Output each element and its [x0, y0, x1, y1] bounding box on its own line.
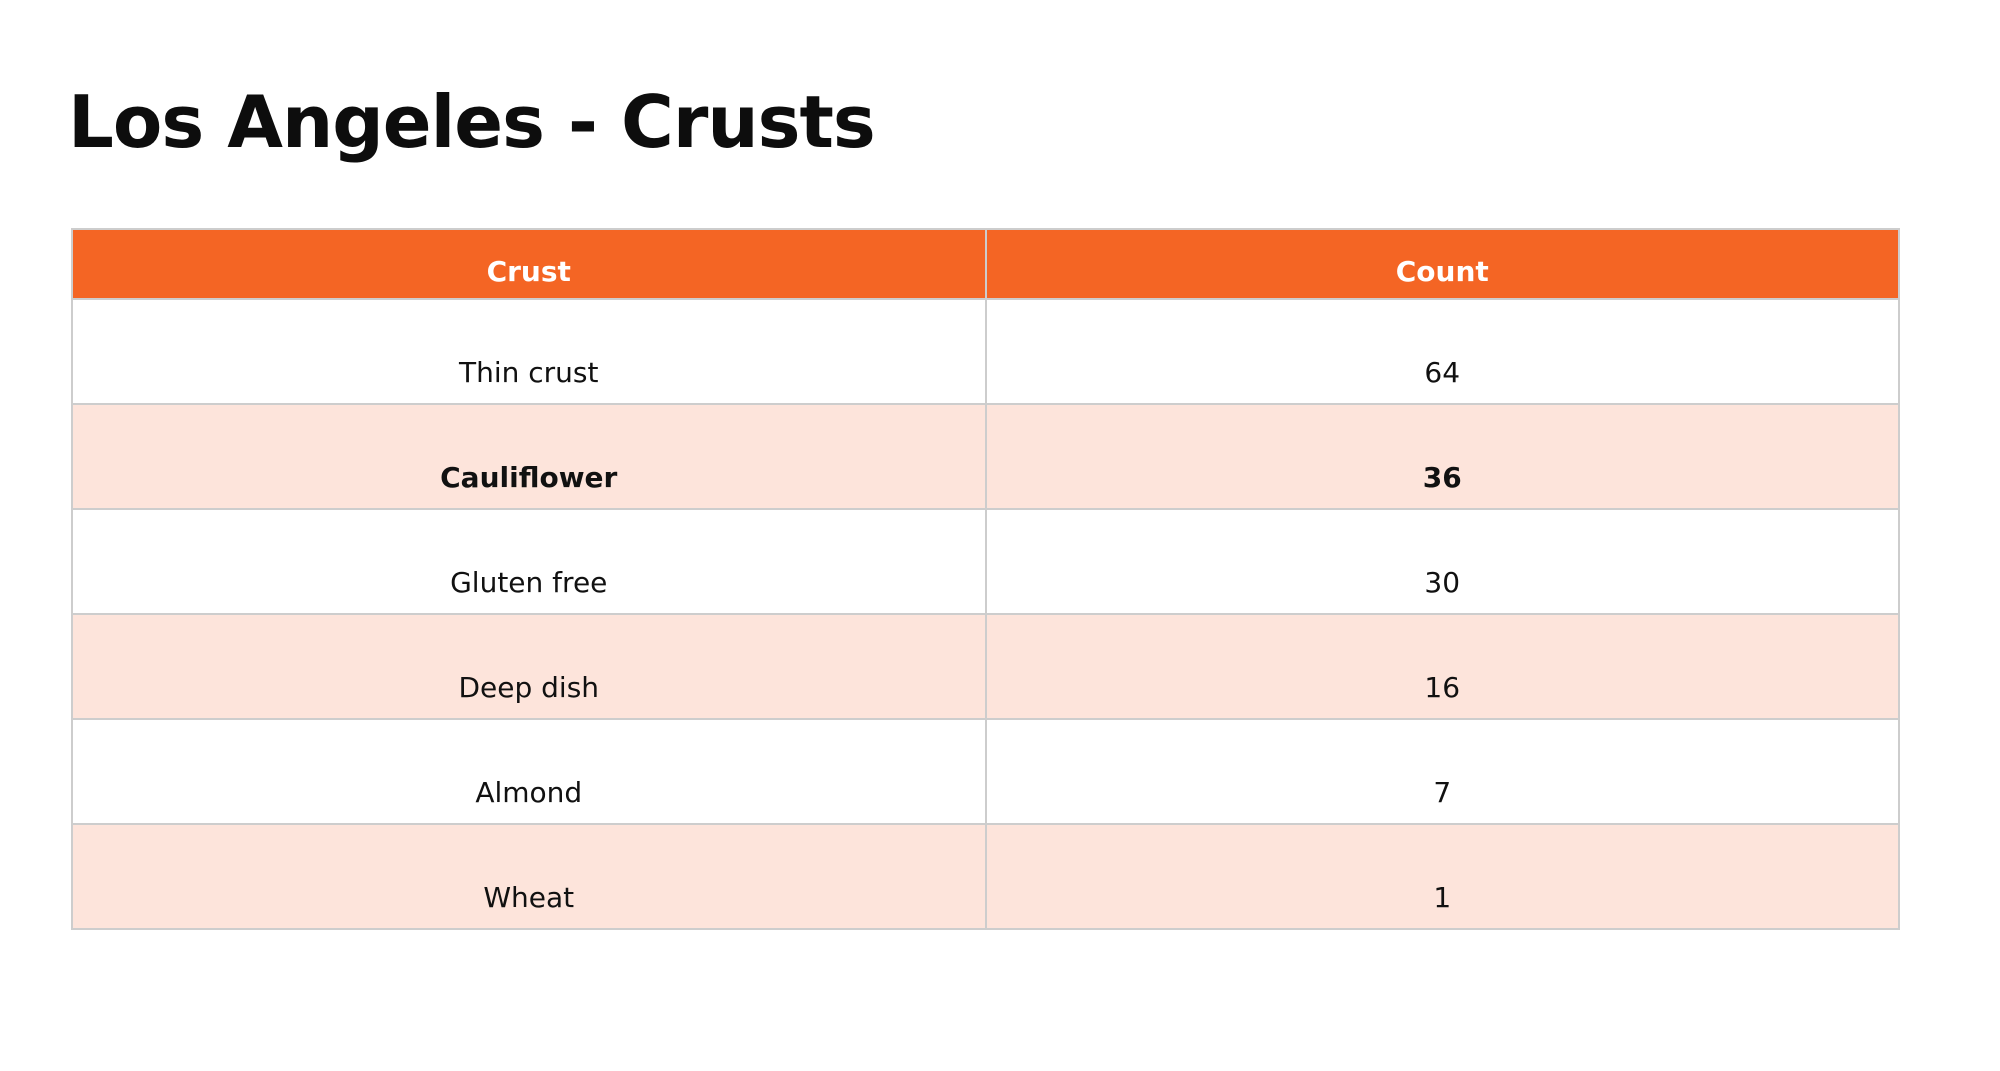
- crust-cell: Deep dish: [71, 613, 987, 720]
- column-header-crust: Crust: [71, 228, 987, 300]
- column-header-count: Count: [984, 228, 1900, 300]
- count-cell: 36: [984, 403, 1900, 510]
- table-row: Almond 7: [71, 718, 1900, 825]
- crust-count-table: Crust Count Thin crust 64 Cauliflower 36…: [71, 228, 1900, 930]
- table-row: Deep dish 16: [71, 613, 1900, 720]
- count-cell: 30: [984, 508, 1900, 615]
- crust-cell: Wheat: [71, 823, 987, 930]
- count-cell: 7: [984, 718, 1900, 825]
- crust-cell: Thin crust: [71, 298, 987, 405]
- count-cell: 1: [984, 823, 1900, 930]
- page-title: Los Angeles - Crusts: [68, 80, 876, 164]
- table-row: Wheat 1: [71, 823, 1900, 930]
- count-cell: 16: [984, 613, 1900, 720]
- table-row: Gluten free 30: [71, 508, 1900, 615]
- crust-cell: Gluten free: [71, 508, 987, 615]
- crust-cell: Cauliflower: [71, 403, 987, 510]
- table-header-row: Crust Count: [71, 228, 1900, 300]
- crust-cell: Almond: [71, 718, 987, 825]
- table-row: Thin crust 64: [71, 298, 1900, 405]
- table-row: Cauliflower 36: [71, 403, 1900, 510]
- count-cell: 64: [984, 298, 1900, 405]
